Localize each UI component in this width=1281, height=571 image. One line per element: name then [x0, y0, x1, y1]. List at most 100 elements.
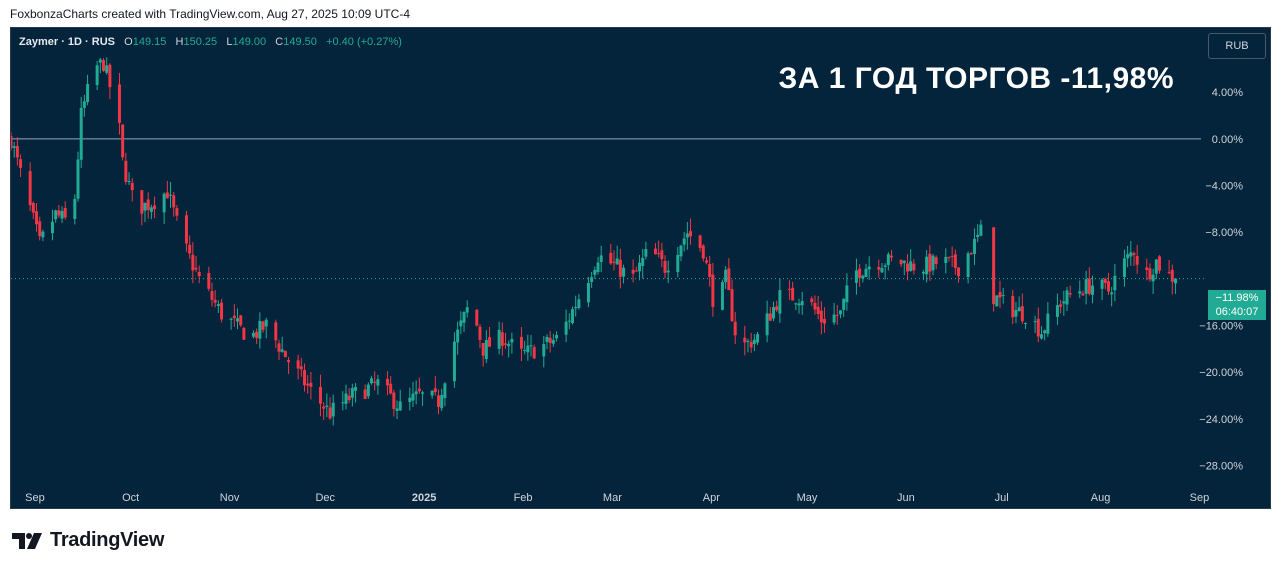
candle-body [370, 378, 374, 384]
candle-body [660, 250, 664, 260]
candle-body [957, 267, 961, 277]
candle-body [478, 326, 482, 340]
candle-body [637, 262, 641, 272]
x-tick-label: Dec [315, 492, 335, 504]
candle-body [845, 285, 849, 303]
legend-open: 149.15 [132, 36, 167, 48]
x-tick-label: Sep [25, 492, 45, 504]
candle-body [395, 408, 399, 411]
candle-body [756, 334, 760, 343]
candle-body [1033, 321, 1037, 323]
candle-body [813, 302, 817, 310]
candle-body [586, 282, 590, 303]
candle-body [274, 322, 278, 341]
y-tick-label: −4.00% [1205, 181, 1243, 193]
candle-body [459, 320, 463, 327]
candle-body [1106, 281, 1110, 292]
candle-body [641, 257, 645, 266]
candle-body [60, 210, 64, 219]
candle-body [105, 65, 109, 73]
candle-body [287, 359, 291, 363]
x-tick-label: Jul [995, 492, 1009, 504]
candle-body [644, 249, 648, 257]
x-tick-label: Nov [220, 492, 240, 504]
candle-body [724, 269, 728, 283]
candle-body [666, 270, 670, 273]
legend-close: 149.50 [283, 36, 317, 48]
candle-body [63, 207, 67, 218]
candle-body [679, 245, 683, 257]
candle-body [1091, 285, 1095, 295]
candle-body [299, 366, 303, 370]
candle-body [1059, 304, 1063, 307]
candle-body [743, 337, 747, 343]
candle-body [309, 382, 313, 387]
candle-body [1148, 268, 1152, 280]
candle-body [676, 254, 680, 272]
candle-body [555, 335, 559, 339]
candle-body [283, 350, 287, 358]
candle-body [411, 393, 415, 401]
last-price-pct: −11.98% [1215, 292, 1259, 304]
candle-body [1173, 278, 1177, 284]
candle-body [430, 390, 434, 396]
candle-body [720, 282, 724, 310]
candle-body [711, 274, 715, 307]
y-tick-label: −28.00% [1199, 461, 1243, 473]
legend-low-key: L [226, 36, 233, 48]
candle-body [685, 233, 689, 238]
candle-body [976, 234, 980, 238]
x-tick-label: Sep [1190, 492, 1210, 504]
candle-body [127, 180, 131, 182]
candle-body [912, 263, 916, 271]
candle-body [816, 306, 820, 315]
candle-body [213, 299, 217, 303]
candle-body [861, 275, 865, 279]
candle-body [433, 388, 437, 393]
y-tick-label: −20.00% [1199, 367, 1243, 379]
candle-body [331, 402, 335, 417]
candle-body [832, 314, 836, 323]
candle-body [1043, 330, 1047, 334]
candle-body [574, 306, 578, 309]
candles [11, 57, 1177, 426]
candle-body [564, 321, 568, 335]
candle-body [867, 266, 871, 270]
candle-body [194, 267, 198, 270]
candle-body [465, 307, 469, 313]
candle-body [165, 192, 169, 199]
candle-body [1014, 310, 1018, 317]
candle-body [54, 210, 58, 220]
x-axis: Sep Oct Nov Dec 2025 Feb Mar Apr May Jun Jul Aug Sep [25, 492, 1209, 504]
candle-body [398, 401, 402, 411]
legend-close-key: C [275, 36, 284, 48]
candle-body [909, 261, 913, 271]
candle-body [1158, 256, 1162, 271]
x-tick-label: Oct [122, 492, 139, 504]
candle-body [373, 381, 377, 383]
candle-body [969, 253, 973, 255]
candle-body [236, 318, 240, 322]
candle-body [854, 270, 858, 283]
candle-body [197, 271, 201, 277]
candlestick-chart[interactable]: 8.00%4.00%0.00%−4.00%−8.00%−16.00%−20.00… [11, 28, 1270, 508]
candle-body [532, 347, 536, 359]
currency-button[interactable]: RUB [1208, 33, 1266, 59]
candle-body [328, 407, 332, 419]
candle-body [1145, 267, 1149, 270]
chart-panel[interactable]: 8.00%4.00%0.00%−4.00%−8.00%−16.00%−20.00… [10, 27, 1271, 509]
candle-body [296, 360, 300, 369]
footer-brand[interactable]: TradingView [12, 529, 164, 552]
candle-body [551, 340, 555, 344]
candle-body [73, 198, 77, 219]
candle-body [950, 255, 954, 257]
candle-body [794, 303, 798, 305]
candle-body [953, 254, 957, 268]
candle-body [835, 314, 839, 316]
candle-body [921, 271, 925, 274]
candle-body [149, 207, 153, 212]
candle-body [1078, 291, 1082, 294]
x-tick-label: Mar [603, 492, 622, 504]
candle-body [526, 345, 530, 353]
candle-body [392, 392, 396, 409]
